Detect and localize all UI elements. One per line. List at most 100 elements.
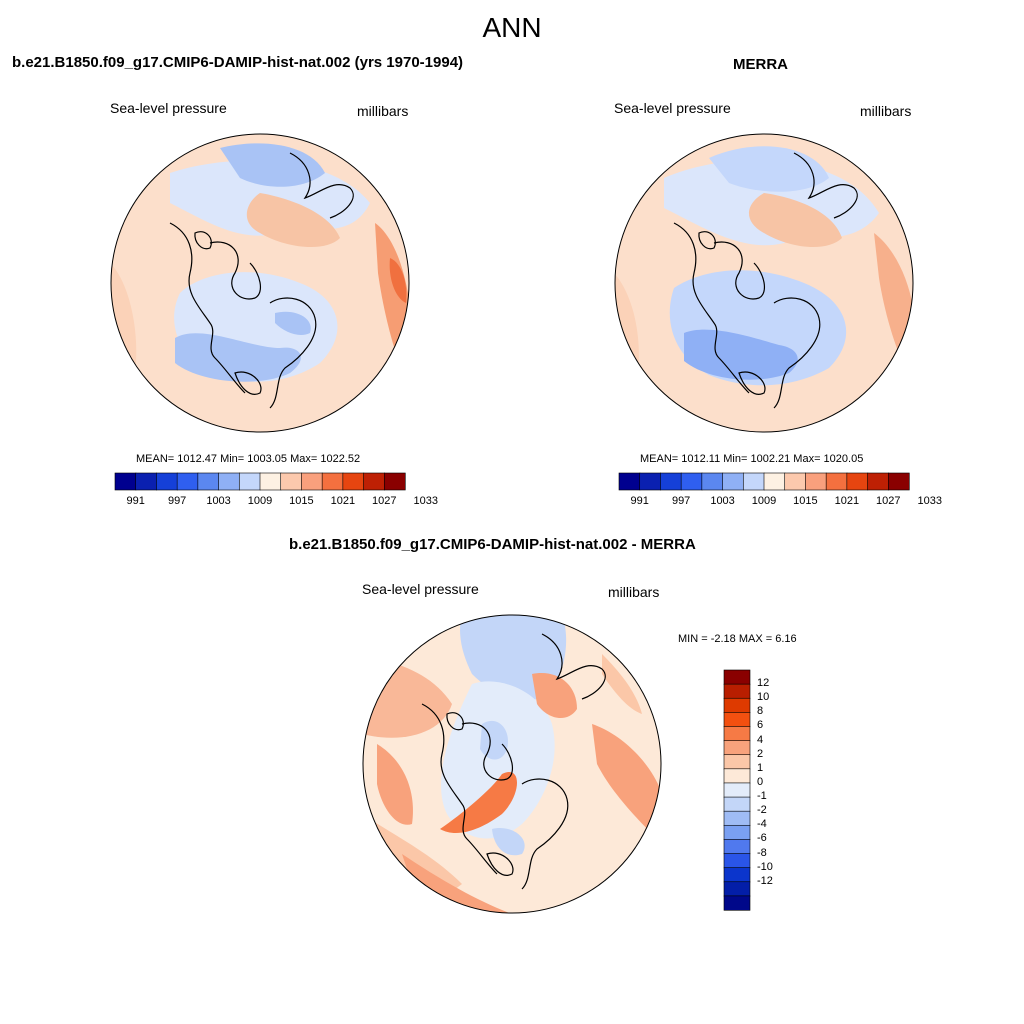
panel1-variable-label: Sea-level pressure [110,100,227,116]
panel1-colorbar-swatch [197,472,220,491]
panel1-stats: MEAN= 1012.47 Min= 1003.05 Max= 1022.52 [136,453,361,465]
panel1-colorbar-swatch [383,472,406,491]
panel2-colorbar-tick-label: 1003 [710,495,735,507]
panel1-colorbar-tick-label: 997 [167,495,187,507]
panel2-colorbar-tick-label: 1021 [834,495,860,507]
panel2-colorbar-labels: 991 997 1003 1009 1015 1021 1027 1033 [619,495,942,509]
panel3-colorbar-tick-label: 1 [757,761,764,774]
panel1-colorbar-swatch [135,472,158,491]
panel1-colorbar-swatch [363,472,385,491]
panel3-variable-label: Sea-level pressure [362,581,479,597]
panel3-colorbar-swatch [723,726,751,742]
panel2-colorbar-tick-label: 1015 [793,495,818,507]
panel3-colorbar-tick-label: -6 [757,832,767,845]
panel3-colorbar-swatch [723,754,751,770]
panel3-colorbar-swatch [723,839,751,855]
panel2-colorbar-tick-label: 1009 [751,495,777,507]
panel3-colorbar-tick-label: 6 [757,719,764,732]
panel1-map-border [110,133,410,433]
panel2-colorbar-swatch [887,472,910,491]
panel3-colorbar-swatch [723,867,751,883]
panel1-colorbar-swatch [218,472,240,491]
panel1-colorbar-swatch [176,472,199,491]
panel1-colorbar-swatch [280,472,303,491]
panel1-colorbar-swatch [301,472,323,491]
panel3-colorbar-swatch [723,824,751,841]
panel3-colorbar [723,669,751,911]
panel3-coastlines [421,633,606,890]
panel2-units-label: millibars [860,103,912,119]
panel2-colorbar-swatch [784,472,807,491]
panel1-polar-map [110,133,410,433]
panel3-colorbar-tick-label: -1 [757,790,767,803]
panel1-colorbar-tick-label: 1003 [206,495,231,507]
panel2-colorbar-tick-label: 1027 [876,495,901,507]
panel3-colorbar-swatch [723,853,751,869]
panel3-colorbar-swatch [723,796,751,812]
panel3-colorbar-swatch [723,712,751,728]
panel3-units-label: millibars [608,584,660,600]
panel3-colorbar-swatch [723,683,751,699]
panel2-colorbar-swatch [867,472,889,491]
panel2-colorbar-swatch [722,472,744,491]
panel3-colorbar-swatch [723,697,751,713]
panel3-colorbar-tick-label: 2 [757,747,764,760]
panel2-colorbar-swatch [763,472,786,491]
panel2-colorbar-swatch [618,472,641,491]
panel3-colorbar-labels: 12 10 8 6 4 2 1 0 -1 -2 -4 -6 -8 -10 -12 [757,670,797,910]
panel1-colorbar-tick-label: 991 [126,495,145,507]
panel1-colorbar-tick-label: 1009 [247,495,273,507]
panel2-colorbar-tick-label: 991 [630,495,649,507]
panel1-title: b.e21.B1850.f09_g17.CMIP6-DAMIP-hist-nat… [12,54,464,71]
panel3-colorbar-tick-label: -4 [757,818,767,831]
panel3-title: b.e21.B1850.f09_g17.CMIP6-DAMIP-hist-nat… [289,536,696,553]
panel2-title: MERRA [733,56,788,73]
panel1-colorbar-tick-label: 1021 [330,495,356,507]
panel3-colorbar-tick-label: 10 [757,691,770,704]
panel3-colorbar-tick-label: 0 [757,775,764,788]
panel2-colorbar-swatch [680,472,703,491]
panel3-colorbar-swatch [723,881,751,897]
panel3-colorbar-tick-label: 8 [757,705,764,718]
panel2-colorbar-tick-label: 1033 [917,495,942,507]
panel1-colorbar [114,472,406,491]
panel2-colorbar-swatch [742,472,765,491]
panel2-map-border [614,133,914,433]
panel1-colorbar-swatch [342,472,365,491]
panel2-colorbar-swatch [701,472,724,491]
panel1-colorbar-swatch [259,472,282,491]
panel3-colorbar-tick-label: -8 [757,846,767,859]
panel3-colorbar-swatch [723,669,751,685]
panel1-colorbar-swatch [238,472,261,491]
panel3-colorbar-swatch [723,740,751,756]
panel2-colorbar-swatch [660,472,682,491]
panel3-colorbar-tick-label: -2 [757,804,767,817]
panel2-stats: MEAN= 1012.11 Min= 1002.21 Max= 1020.05 [640,453,864,465]
panel3-polar-map [362,614,662,914]
panel1-colorbar-swatch [156,472,178,491]
panel2-colorbar [618,472,910,491]
panel3-colorbar-tick-label: 4 [757,733,764,746]
panel2-variable-label: Sea-level pressure [614,100,731,116]
panel1-colorbar-labels: 991 997 1003 1009 1015 1021 1027 1033 [115,495,438,509]
panel2-colorbar-swatch [825,472,848,491]
panel2-colorbar-swatch [846,472,869,491]
panel1-colorbar-tick-label: 1027 [372,495,397,507]
panel2-colorbar-swatch [805,472,827,491]
panel1-colorbar-swatch [114,472,137,491]
panel1-colorbar-tick-label: 1015 [289,495,314,507]
figure-title: ANN [482,12,542,43]
panel3-map-border [362,614,662,914]
panel3-colorbar-swatch [723,768,751,784]
panel1-colorbar-tick-label: 1033 [413,495,438,507]
panel3-colorbar-swatch [723,810,751,826]
panel3-colorbar-tick-label: -12 [757,874,773,887]
panel1-coastlines [169,152,354,409]
panel3-colorbar-swatch [723,895,751,911]
panel1-colorbar-swatch [321,472,344,491]
panel2-colorbar-swatch [639,472,662,491]
panel3-colorbar-tick-label: -10 [757,860,773,873]
panel2-colorbar-tick-label: 997 [671,495,691,507]
panel3-stats: MIN = -2.18 MAX = 6.16 [678,633,797,645]
panel1-units-label: millibars [357,103,409,119]
